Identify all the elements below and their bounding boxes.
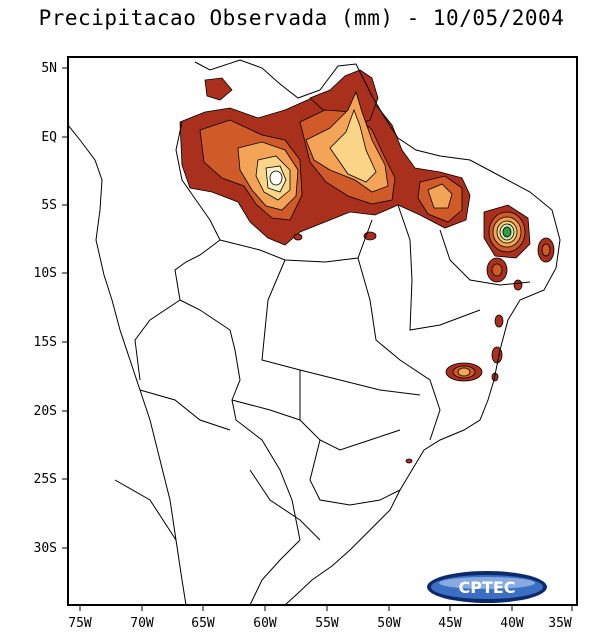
rain-cell-ce-inner bbox=[491, 263, 503, 277]
state-border-10 bbox=[134, 299, 181, 381]
brazil-border-west bbox=[174, 121, 301, 541]
lon-label-35w: 35W bbox=[548, 616, 572, 631]
lon-label-40w: 40W bbox=[500, 616, 524, 631]
state-border-1 bbox=[219, 219, 373, 263]
atlantic-coast bbox=[194, 59, 561, 606]
rain-cell-pi bbox=[513, 279, 523, 291]
boundary-lines bbox=[67, 59, 561, 606]
rain-area-northeast-tip bbox=[204, 77, 233, 101]
state-border-5 bbox=[439, 229, 531, 286]
rain-cell-amazon-small bbox=[293, 233, 303, 241]
continent-outline bbox=[67, 124, 187, 606]
state-border-13 bbox=[249, 539, 301, 606]
lon-label-50w: 50W bbox=[377, 616, 401, 631]
lon-label-55w: 55W bbox=[315, 616, 339, 631]
rain-core-west bbox=[269, 170, 283, 186]
state-border-2 bbox=[357, 257, 441, 441]
lon-label-45w: 45W bbox=[438, 616, 462, 631]
longitude-axis: 75W 70W 65W 60W 55W 50W 45W 40W 35W bbox=[68, 605, 573, 631]
lon-label-60w: 60W bbox=[253, 616, 277, 631]
lat-label-30s: 30S bbox=[34, 541, 57, 556]
rain-core-pernambuco bbox=[502, 226, 512, 238]
state-border-8 bbox=[231, 399, 301, 421]
rain-cell-sp-small bbox=[405, 458, 413, 464]
cptec-logo: CPTEC bbox=[427, 571, 547, 603]
lon-label-75w: 75W bbox=[68, 616, 92, 631]
state-border-6 bbox=[299, 370, 401, 451]
lat-label-15s: 15S bbox=[34, 335, 57, 350]
state-border-9 bbox=[249, 469, 321, 541]
state-border-4 bbox=[397, 204, 481, 331]
logo-text: CPTEC bbox=[458, 578, 515, 597]
rain-area-level3-maranhao bbox=[427, 183, 453, 209]
lat-label-5s: 5S bbox=[41, 198, 57, 213]
lat-label-25s: 25S bbox=[34, 472, 57, 487]
state-border-12 bbox=[114, 479, 177, 541]
lon-label-70w: 70W bbox=[130, 616, 154, 631]
state-border-11 bbox=[139, 389, 231, 431]
rain-area-level4-east bbox=[329, 108, 377, 183]
rain-cell-al bbox=[494, 314, 504, 328]
lat-label-20s: 20S bbox=[34, 404, 57, 419]
precipitation-contours bbox=[179, 69, 555, 464]
lat-label-10s: 10S bbox=[34, 266, 57, 281]
rain-cell-bahia-l3 bbox=[457, 367, 471, 377]
rain-cell-rn-inner bbox=[541, 243, 551, 257]
latitude-axis: 5N EQ 5S 10S 15S 20S 25S 30S bbox=[34, 61, 68, 556]
lat-label-eq: EQ bbox=[41, 130, 57, 145]
lon-label-65w: 65W bbox=[191, 616, 215, 631]
lat-label-5n: 5N bbox=[41, 61, 57, 76]
map-title: Precipitacao Observada (mm) - 10/05/2004 bbox=[38, 6, 565, 30]
state-border-7 bbox=[309, 439, 401, 506]
